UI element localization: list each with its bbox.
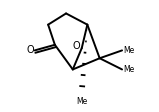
- Text: Me: Me: [123, 65, 134, 74]
- Text: O: O: [26, 45, 34, 55]
- Text: Me: Me: [76, 97, 87, 106]
- Text: Me: Me: [123, 46, 134, 55]
- Text: O: O: [72, 41, 80, 51]
